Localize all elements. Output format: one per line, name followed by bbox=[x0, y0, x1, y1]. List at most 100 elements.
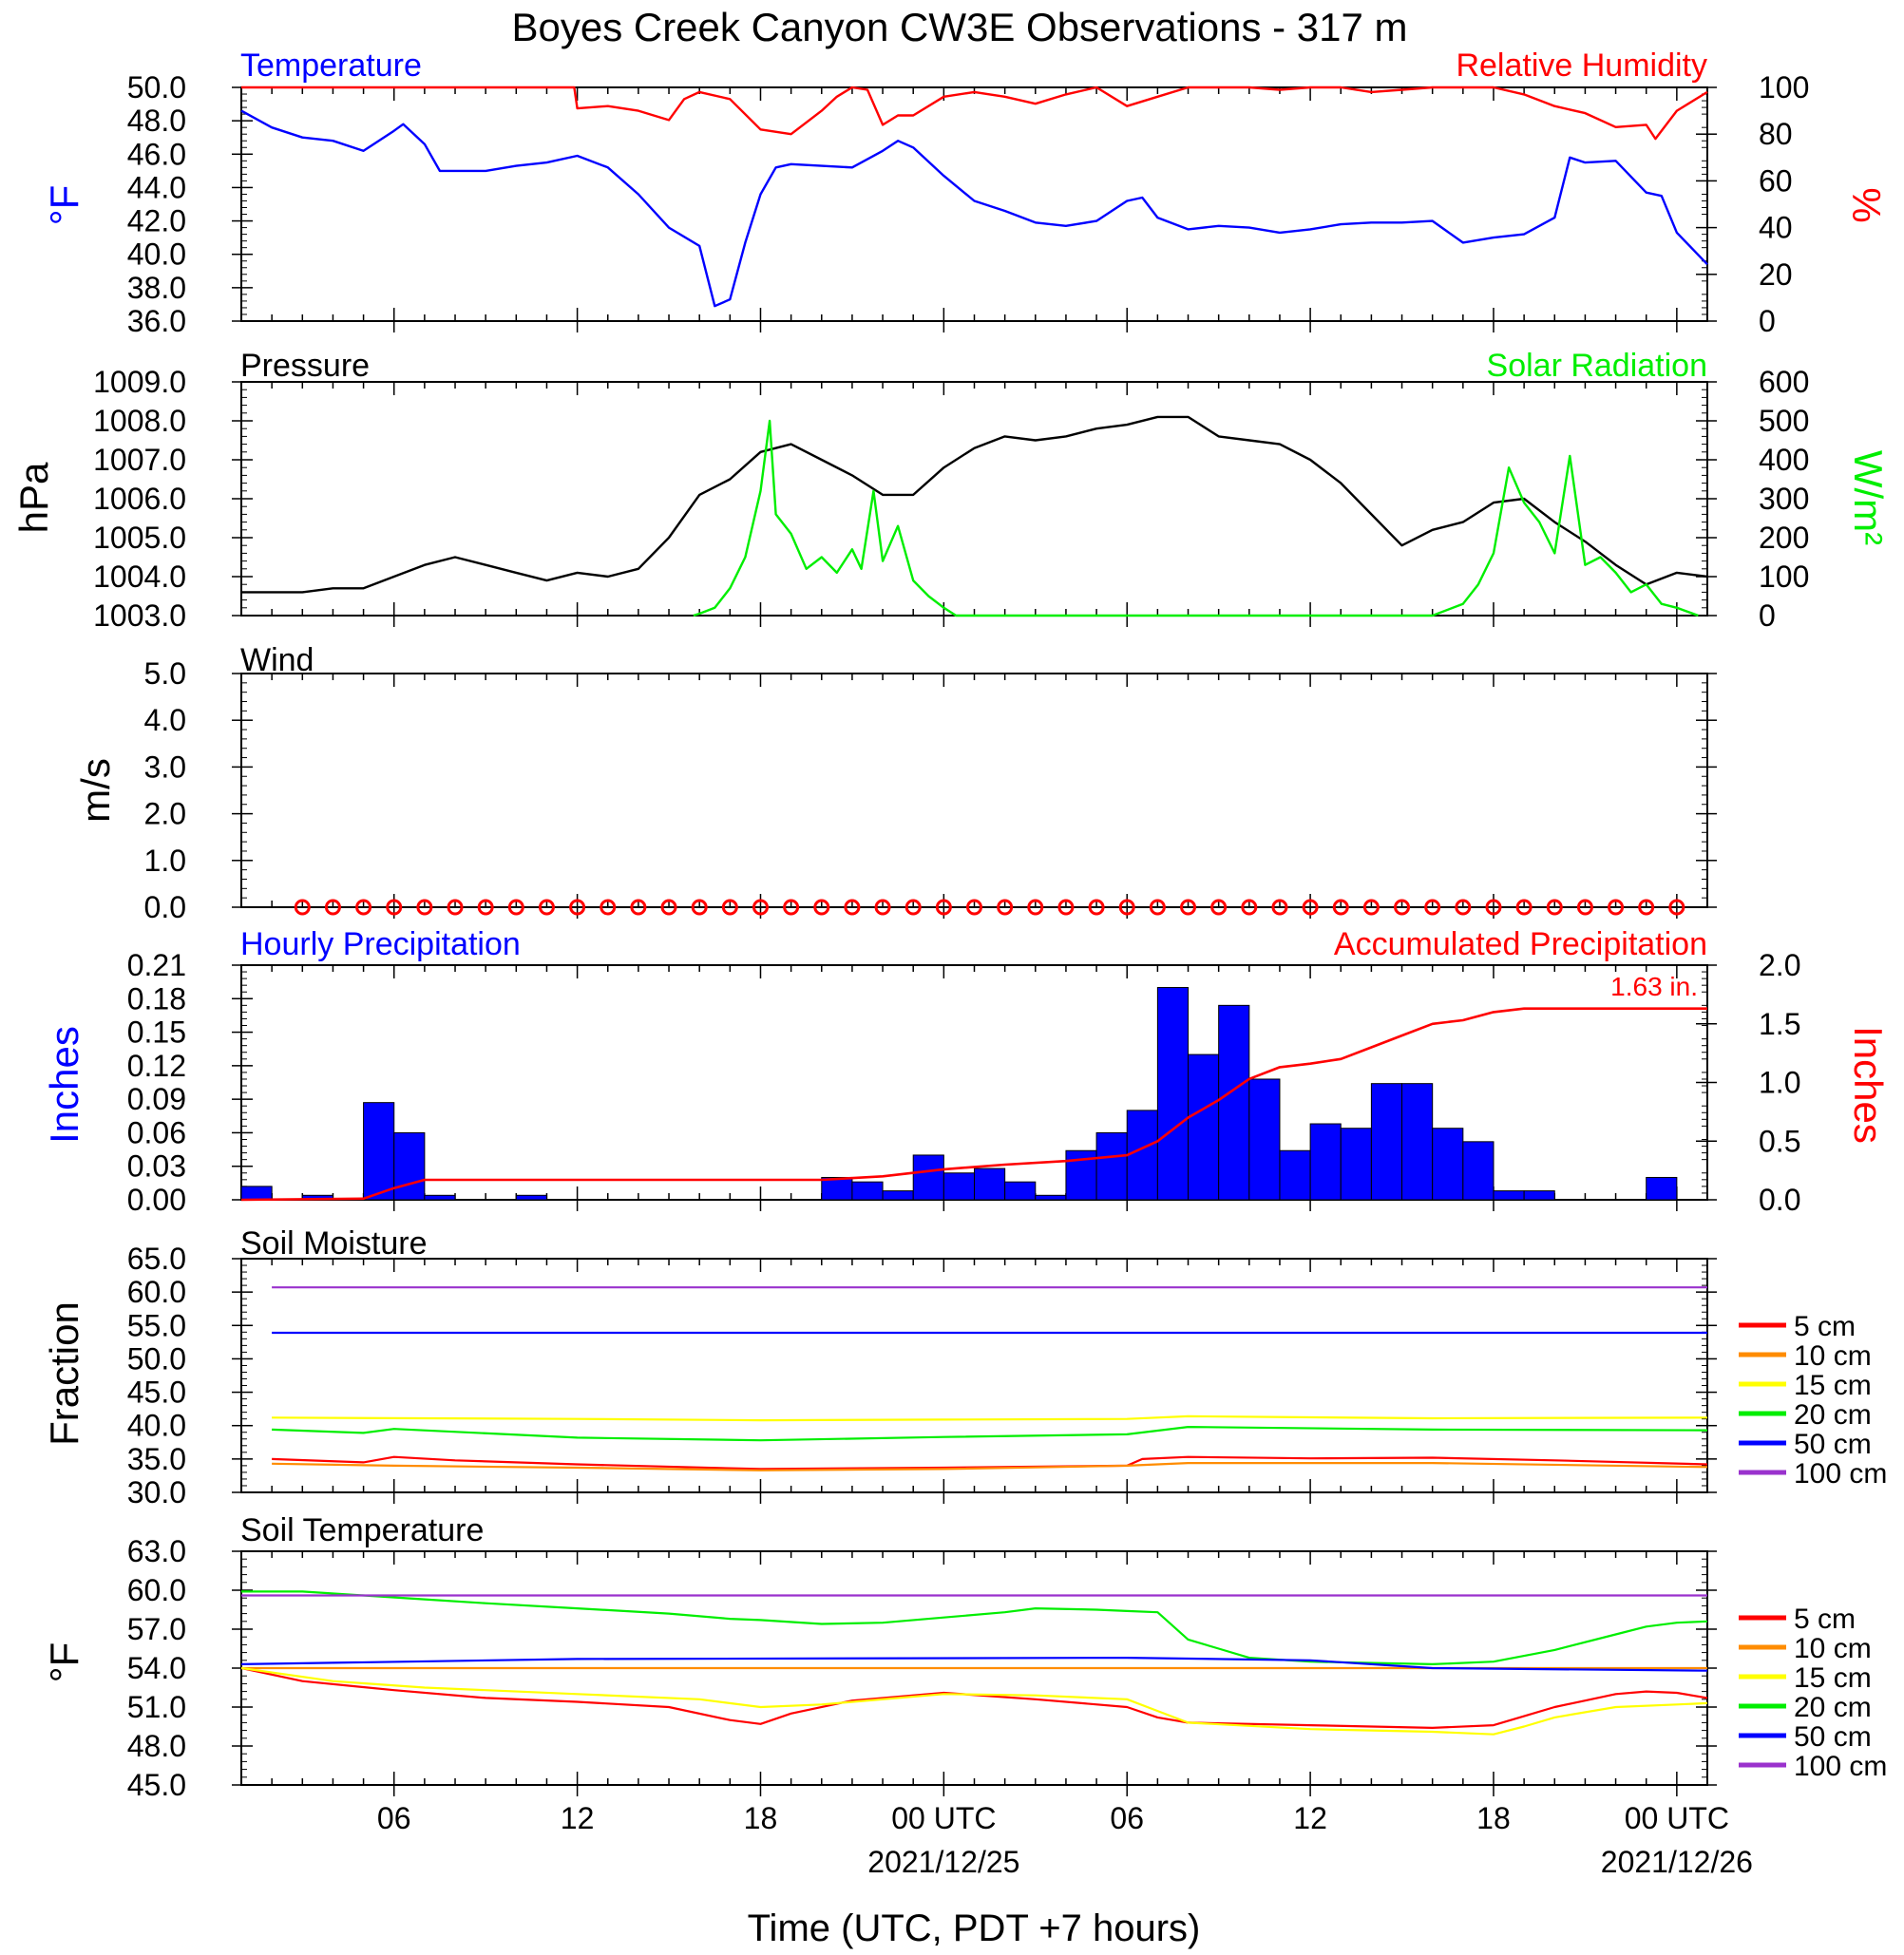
precip-bar bbox=[393, 1131, 426, 1201]
wind-marker bbox=[1241, 899, 1258, 916]
y-tick-label-left: 44.0 bbox=[127, 170, 186, 204]
panel-pressure-solar: Pressure Solar Radiation hPa W/m² bbox=[11, 348, 1891, 545]
panel-wind: Wind m/s bbox=[73, 642, 314, 823]
hourly-precip-title: Hourly Precipitation bbox=[240, 926, 521, 962]
y-tick-label-right: 0 bbox=[1759, 304, 1776, 338]
temperature-title: Temperature bbox=[240, 47, 422, 84]
series-soil-moisture-15cm bbox=[272, 1414, 1708, 1422]
y-tick-label-right: 1.5 bbox=[1759, 1007, 1800, 1041]
precip-bar bbox=[1188, 1053, 1220, 1201]
wind-marker bbox=[1455, 899, 1472, 916]
wind-marker bbox=[294, 899, 311, 916]
y-tick-label-left: 60.0 bbox=[127, 1573, 186, 1607]
precip-bar bbox=[424, 1194, 456, 1201]
wind-marker bbox=[1394, 899, 1411, 916]
soil-temperature-unit: °F bbox=[42, 1642, 86, 1682]
solar-unit: W/m² bbox=[1846, 450, 1891, 545]
wind-marker bbox=[813, 899, 830, 916]
wind-marker bbox=[538, 899, 555, 916]
wind-marker bbox=[477, 899, 494, 916]
wind-marker bbox=[1027, 899, 1044, 916]
wind-marker bbox=[935, 899, 952, 916]
precip-bar bbox=[1370, 1083, 1403, 1201]
y-tick-label-left: 42.0 bbox=[127, 204, 186, 238]
wind-marker bbox=[600, 899, 617, 916]
x-tick-label: 18 bbox=[1476, 1801, 1511, 1835]
pressure-title: Pressure bbox=[240, 348, 370, 384]
series-soil-moisture-10cm bbox=[272, 1461, 1708, 1471]
figure-title: Boyes Creek Canyon CW3E Observations - 3… bbox=[511, 5, 1407, 49]
y-tick-label-left: 45.0 bbox=[127, 1376, 186, 1410]
y-tick-label-left: 1.0 bbox=[144, 844, 186, 878]
y-tick-label-left: 40.0 bbox=[127, 237, 186, 272]
precip-bar bbox=[1432, 1128, 1464, 1201]
y-tick-label-right: 80 bbox=[1759, 117, 1793, 151]
wind-marker bbox=[1271, 899, 1288, 916]
temperature-unit: °F bbox=[42, 185, 86, 225]
y-tick-label-left: 38.0 bbox=[127, 271, 186, 305]
y-tick-label-left: 46.0 bbox=[127, 137, 186, 171]
precip-bar bbox=[1004, 1181, 1037, 1201]
precip-bar bbox=[1646, 1176, 1678, 1201]
accum-precip-title: Accumulated Precipitation bbox=[1334, 926, 1707, 962]
soil-temperature-legend-label: 5 cm bbox=[1794, 1604, 1856, 1635]
wind-title: Wind bbox=[240, 642, 314, 678]
y-tick-label-left: 0.15 bbox=[127, 1015, 186, 1050]
wind-marker bbox=[1638, 899, 1655, 916]
series-solar-radiation bbox=[693, 419, 1699, 617]
wind-marker bbox=[1149, 899, 1166, 916]
wind-marker bbox=[966, 899, 982, 916]
y-tick-label-left: 0.12 bbox=[127, 1049, 186, 1083]
y-tick-label-left: 1003.0 bbox=[93, 598, 186, 633]
plot-frame bbox=[240, 86, 1708, 322]
y-tick-label-left: 0.03 bbox=[127, 1149, 186, 1184]
y-tick-label-left: 51.0 bbox=[127, 1690, 186, 1724]
y-tick-label-left: 0.18 bbox=[127, 981, 186, 1015]
precip-bar bbox=[851, 1181, 884, 1201]
soil-moisture-title: Soil Moisture bbox=[240, 1225, 428, 1262]
plot-frame bbox=[240, 673, 1708, 908]
wind-marker bbox=[447, 899, 464, 916]
y-tick-label-left: 1007.0 bbox=[93, 443, 186, 477]
y-tick-label-left: 48.0 bbox=[127, 104, 186, 138]
precip-bar bbox=[515, 1194, 547, 1201]
humidity-title: Relative Humidity bbox=[1456, 47, 1707, 84]
series-temperature bbox=[240, 109, 1708, 308]
series-soil-temperature-5cm bbox=[240, 1666, 1708, 1730]
y-tick-label-right: 0.0 bbox=[1759, 1183, 1800, 1217]
y-tick-label-right: 1.0 bbox=[1759, 1066, 1800, 1100]
precip-bar bbox=[1340, 1128, 1372, 1201]
precip-bar bbox=[1462, 1141, 1495, 1201]
precip-bar bbox=[1401, 1083, 1434, 1201]
precip-bar bbox=[1218, 1004, 1250, 1201]
y-tick-label-left: 55.0 bbox=[127, 1308, 186, 1342]
series-accumulated-precip bbox=[240, 1007, 1707, 1202]
soil-temperature-legend-label: 10 cm bbox=[1794, 1633, 1872, 1664]
wind-marker bbox=[355, 899, 372, 916]
precip-bar bbox=[1248, 1078, 1281, 1201]
y-tick-label-right: 2.0 bbox=[1759, 948, 1800, 982]
soil-temperature-legend-label: 100 cm bbox=[1794, 1751, 1887, 1782]
y-tick-label-left: 60.0 bbox=[127, 1275, 186, 1309]
panel-temperature-humidity: Temperature Relative Humidity °F % bbox=[42, 47, 1889, 225]
y-tick-label-right: 600 bbox=[1759, 365, 1809, 399]
plot-frame bbox=[240, 1258, 1708, 1493]
x-tick-date-label: 2021/12/26 bbox=[1601, 1845, 1753, 1879]
wind-marker bbox=[1057, 899, 1075, 916]
y-tick-label-left: 5.0 bbox=[144, 656, 186, 691]
y-tick-label-left: 36.0 bbox=[127, 304, 186, 338]
soil-moisture-unit: Fraction bbox=[42, 1301, 86, 1446]
panel-soil-moisture: Soil Moisture Fraction bbox=[42, 1225, 428, 1446]
wind-marker bbox=[630, 899, 647, 916]
y-tick-label-left: 65.0 bbox=[127, 1242, 186, 1276]
pressure-unit: hPa bbox=[11, 462, 56, 533]
series-soil-temperature-50cm bbox=[240, 1656, 1708, 1672]
wind-marker bbox=[844, 899, 861, 916]
y-tick-label-left: 1006.0 bbox=[93, 482, 186, 516]
solar-title: Solar Radiation bbox=[1487, 348, 1707, 384]
wind-marker bbox=[752, 899, 769, 916]
y-tick-label-left: 1005.0 bbox=[93, 521, 186, 555]
plot-frame bbox=[240, 381, 1708, 617]
wind-marker bbox=[783, 899, 800, 916]
wind-marker bbox=[1608, 899, 1625, 916]
